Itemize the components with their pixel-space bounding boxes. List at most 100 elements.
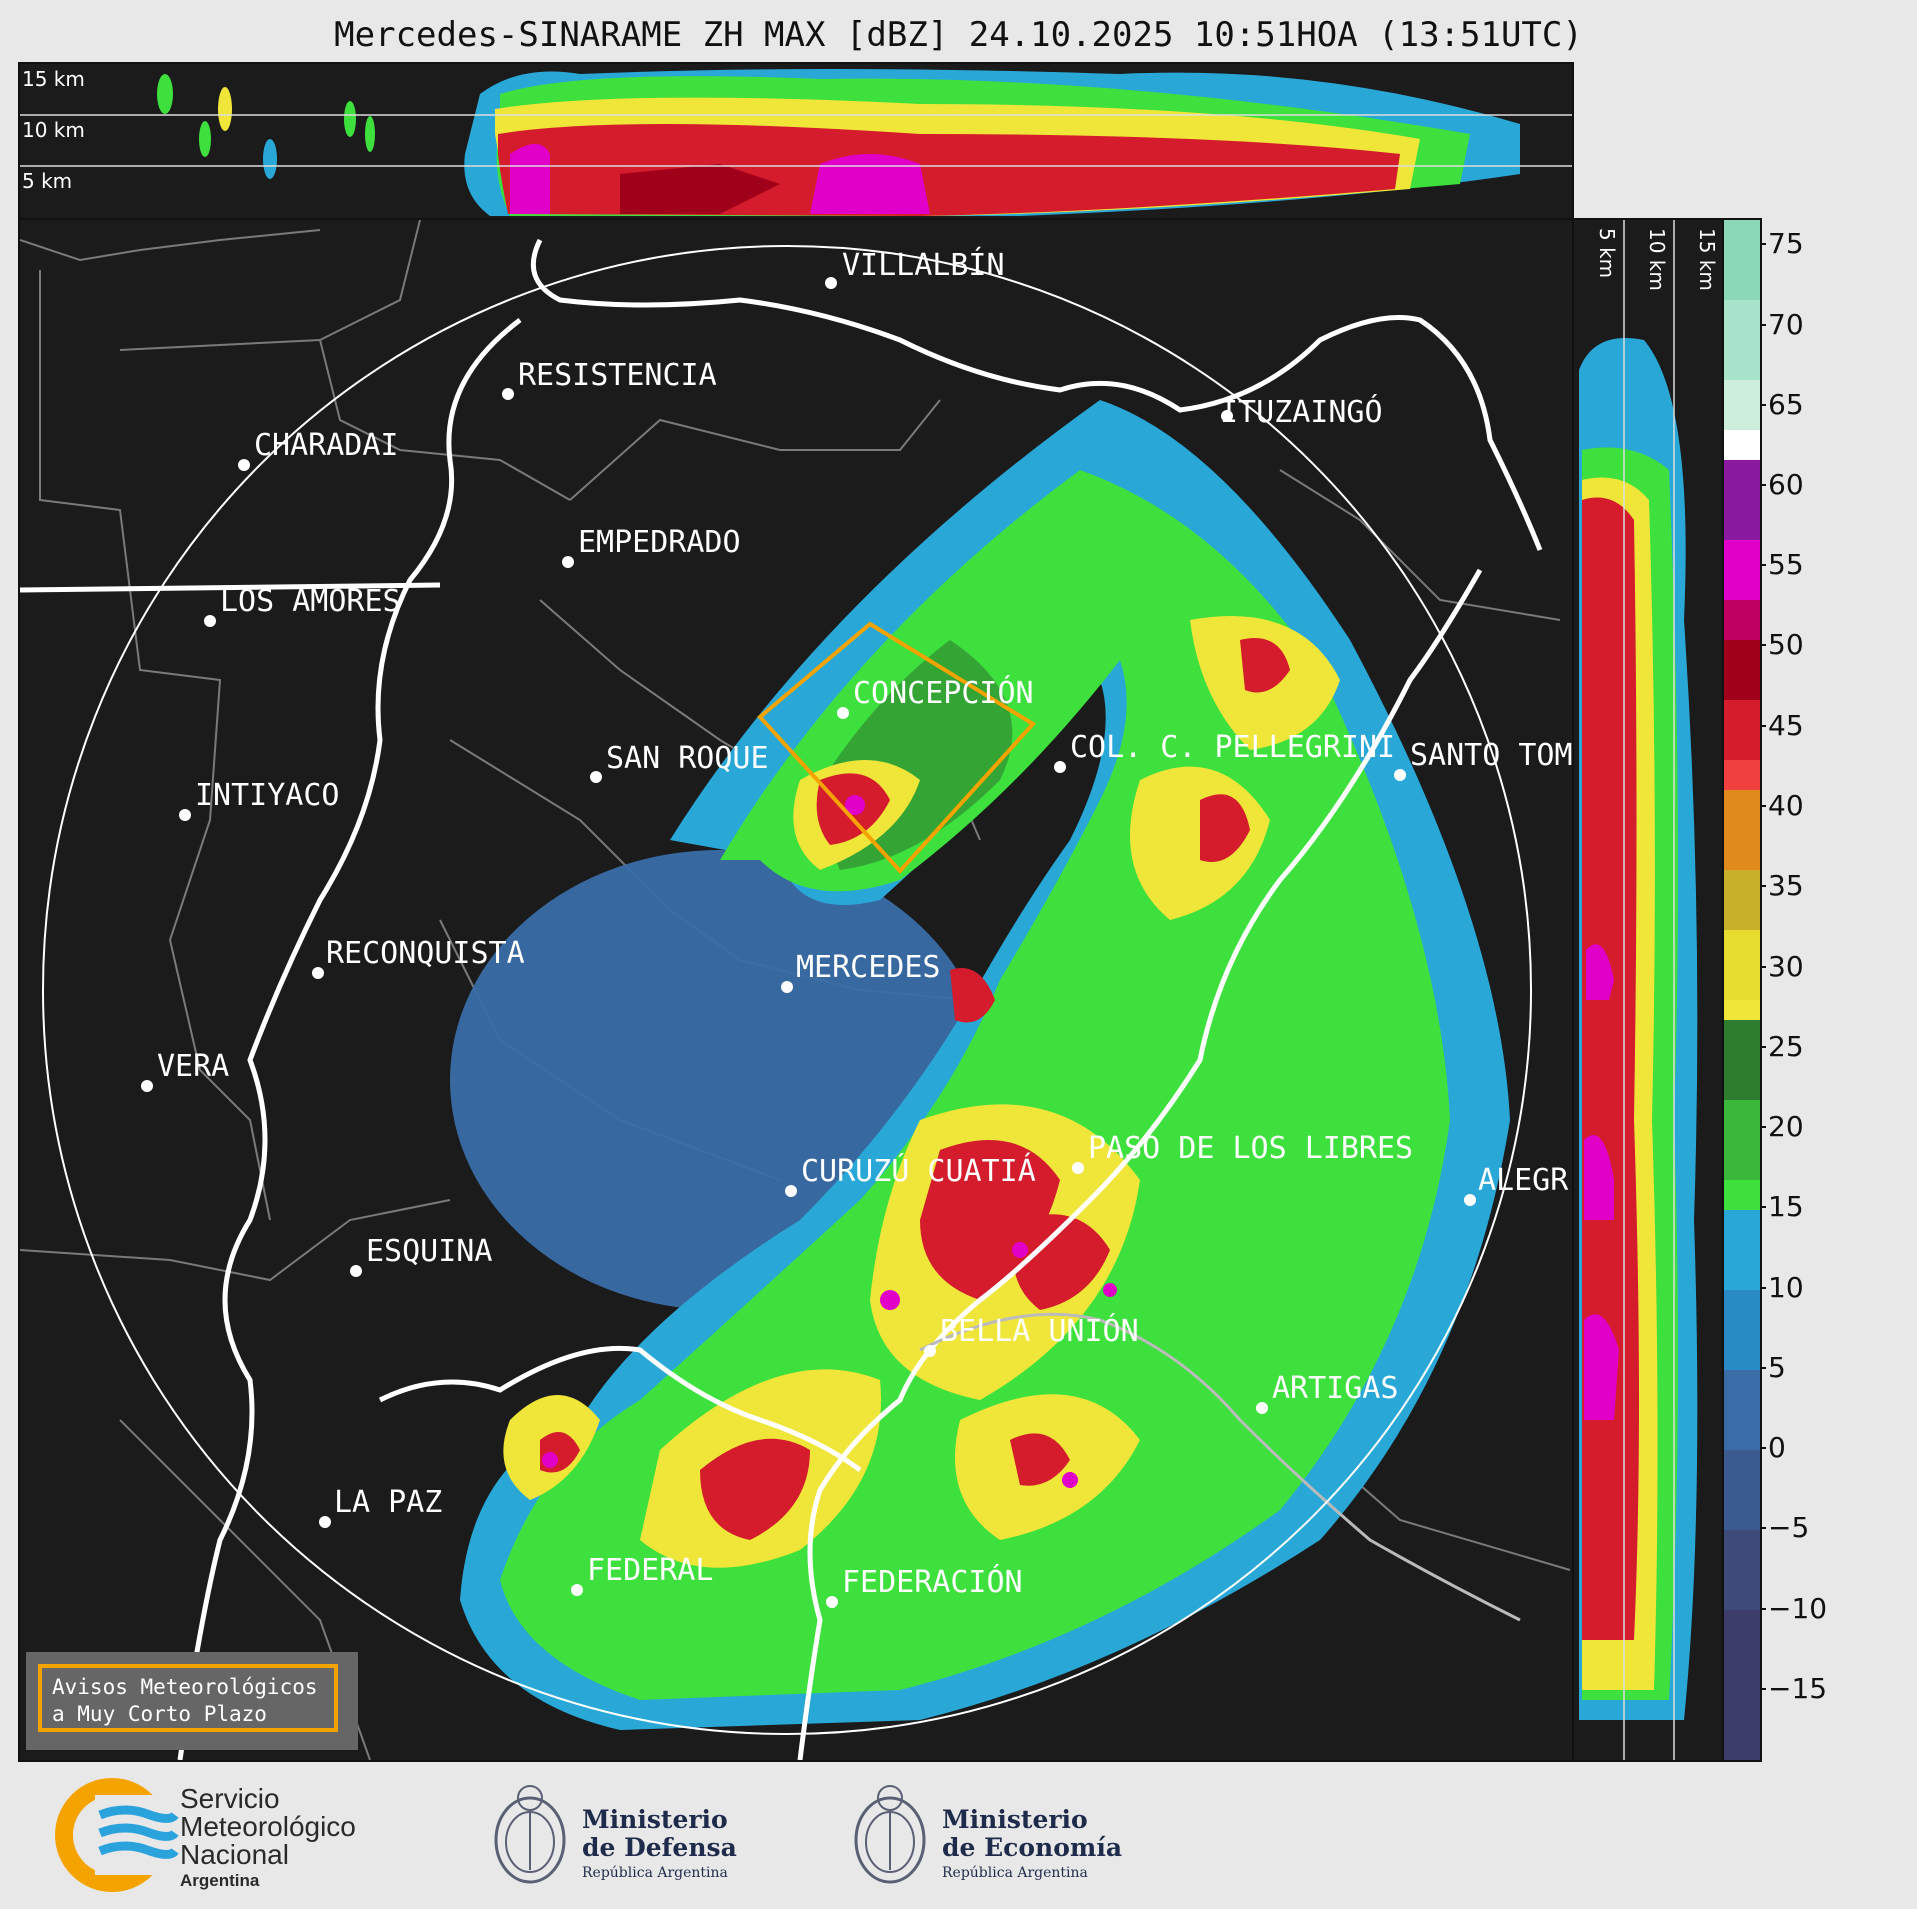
smn-line2: Meteorológico — [180, 1811, 356, 1842]
city-dot-intiyaco — [179, 809, 191, 821]
tick-mark — [1760, 484, 1766, 486]
tick-mark — [1760, 564, 1766, 566]
city-label-concepcion: CONCEPCIÓN — [853, 674, 1034, 711]
city-label-pellegrini: COL. C. PELLEGRINI — [1070, 730, 1395, 765]
economia-line2: de Economía — [942, 1833, 1122, 1862]
city-label-federacion: FEDERACIÓN — [842, 1563, 1023, 1600]
city-markers: VILLALBÍN RESISTENCIA CHARADAI ITUZAINGÓ… — [141, 247, 1572, 1608]
city-dot-reconquista — [312, 967, 324, 979]
city-dot-santo-tome — [1394, 769, 1406, 781]
city-label-ituzaingo: ITUZAINGÓ — [1220, 393, 1383, 430]
ministerio-economia-logo: Ministerio de Economía República Argenti… — [850, 1770, 1130, 1900]
city-dot-empedrado — [562, 556, 574, 568]
colorbar-tick-35: 35 — [1768, 869, 1804, 902]
city-label-resistencia: RESISTENCIA — [518, 358, 717, 393]
top-alt-label-5: 5 km — [22, 169, 72, 193]
tick-mark — [1760, 1608, 1766, 1610]
colorbar-tick-65: 65 — [1768, 388, 1804, 421]
city-label-mercedes: MERCEDES — [796, 950, 941, 985]
smn-line1: Servicio — [180, 1783, 280, 1814]
colorbar-tick-0: 0 — [1768, 1431, 1786, 1464]
range-ring — [42, 245, 1532, 1735]
coat-of-arms-icon — [854, 1796, 926, 1884]
tick-mark — [1760, 1447, 1766, 1449]
side-cross-section-plot: 5 km 10 km 15 km — [1579, 220, 1719, 1760]
colorbar-tick-minus15: −15 — [1768, 1672, 1828, 1705]
colorbar-gradient — [1724, 220, 1760, 1760]
city-label-los-amores: LOS AMORES — [220, 584, 401, 619]
city-dot-esquina — [350, 1265, 362, 1277]
colorbar-tick-15: 15 — [1768, 1190, 1804, 1223]
city-dot-san-roque — [590, 771, 602, 783]
city-label-empedrado: EMPEDRADO — [578, 525, 741, 560]
tick-mark — [1760, 324, 1766, 326]
city-dot-villalbin — [825, 277, 837, 289]
page-title: Mercedes-SINARAME ZH MAX [dBZ] 24.10.202… — [334, 15, 1583, 55]
dbz-colorbar — [1722, 218, 1762, 1762]
colorbar-tick-10: 10 — [1768, 1271, 1804, 1304]
city-dot-bella-union — [924, 1345, 936, 1357]
colorbar-tick-70: 70 — [1768, 308, 1804, 341]
city-dot-curuzu-cuatia — [785, 1185, 797, 1197]
city-label-bella-union: BELLA UNIÓN — [940, 1312, 1139, 1349]
colorbar-tick-25: 25 — [1768, 1030, 1804, 1063]
city-label-federal: FEDERAL — [587, 1553, 713, 1588]
tick-mark — [1760, 805, 1766, 807]
colorbar-tick-20: 20 — [1768, 1110, 1804, 1143]
side-alt-label-5: 5 km — [1595, 228, 1619, 278]
radar-map: VILLALBÍN RESISTENCIA CHARADAI ITUZAINGÓ… — [20, 220, 1572, 1760]
colorbar-tick-60: 60 — [1768, 468, 1804, 501]
colorbar-tick-minus10: −10 — [1768, 1592, 1828, 1625]
city-label-artigas: ARTIGAS — [1272, 1371, 1398, 1406]
city-dot-los-amores — [204, 615, 216, 627]
defensa-line3: República Argentina — [582, 1865, 728, 1881]
colorbar-tick-55: 55 — [1768, 548, 1804, 581]
defensa-line2: de Defensa — [582, 1833, 737, 1862]
warning-legend-line2: a Muy Corto Plazo — [52, 1702, 267, 1726]
tick-mark — [1760, 1688, 1766, 1690]
colorbar-tick-45: 45 — [1768, 709, 1804, 742]
tick-mark — [1760, 1287, 1766, 1289]
city-label-intiyaco: INTIYACO — [195, 778, 340, 813]
tick-mark — [1760, 1527, 1766, 1529]
warning-polygon[interactable] — [757, 621, 1037, 874]
smn-line4: Argentina — [180, 1871, 260, 1890]
warning-legend: Avisos Meteorológicos a Muy Corto Plazo — [26, 1652, 358, 1750]
city-dot-artigas — [1256, 1402, 1268, 1414]
colorbar-tick-30: 30 — [1768, 950, 1804, 983]
tick-mark — [1760, 1126, 1766, 1128]
city-dot-charadai — [238, 459, 250, 471]
top-alt-label-15: 15 km — [22, 67, 85, 91]
colorbar-tick-75: 75 — [1768, 227, 1804, 260]
city-label-alegrete: ALEGR — [1478, 1163, 1569, 1198]
colorbar-tick-5: 5 — [1768, 1351, 1786, 1384]
city-label-la-paz: LA PAZ — [334, 1485, 442, 1520]
city-dot-alegrete — [1464, 1194, 1476, 1206]
city-label-santo-tome: SANTO TOM — [1410, 738, 1572, 773]
top-cross-section-panel: 15 km 10 km 5 km — [18, 62, 1574, 220]
tick-mark — [1760, 243, 1766, 245]
city-dot-vera — [141, 1080, 153, 1092]
city-label-charadai: CHARADAI — [254, 428, 399, 463]
coat-of-arms-icon — [494, 1796, 566, 1884]
city-label-esquina: ESQUINA — [366, 1234, 492, 1269]
city-dot-pellegrini — [1054, 761, 1066, 773]
city-label-vera: VERA — [157, 1049, 229, 1084]
smn-logo: Servicio Meteorológico Nacional Argentin… — [55, 1770, 395, 1900]
radar-site-dot-mercedes — [781, 981, 793, 993]
city-label-paso-de-los-libres: PASO DE LOS LIBRES — [1088, 1131, 1413, 1166]
city-dot-resistencia — [502, 388, 514, 400]
radar-echoes — [450, 400, 1510, 1730]
radar-map-panel[interactable]: VILLALBÍN RESISTENCIA CHARADAI ITUZAINGÓ… — [18, 218, 1574, 1762]
side-cross-section-panel: 5 km 10 km 15 km — [1572, 218, 1726, 1762]
top-cross-section-plot: 15 km 10 km 5 km — [20, 67, 1572, 216]
tick-mark — [1760, 1367, 1766, 1369]
economia-line3: República Argentina — [942, 1865, 1088, 1881]
city-dot-la-paz — [319, 1516, 331, 1528]
tick-mark — [1760, 1046, 1766, 1048]
tick-mark — [1760, 644, 1766, 646]
smn-wave-icon — [98, 1805, 179, 1823]
city-label-villalbin: VILLALBÍN — [842, 247, 1005, 283]
warning-legend-line1: Avisos Meteorológicos — [52, 1675, 318, 1699]
warning-legend-frame: Avisos Meteorológicos a Muy Corto Plazo — [38, 1664, 338, 1732]
